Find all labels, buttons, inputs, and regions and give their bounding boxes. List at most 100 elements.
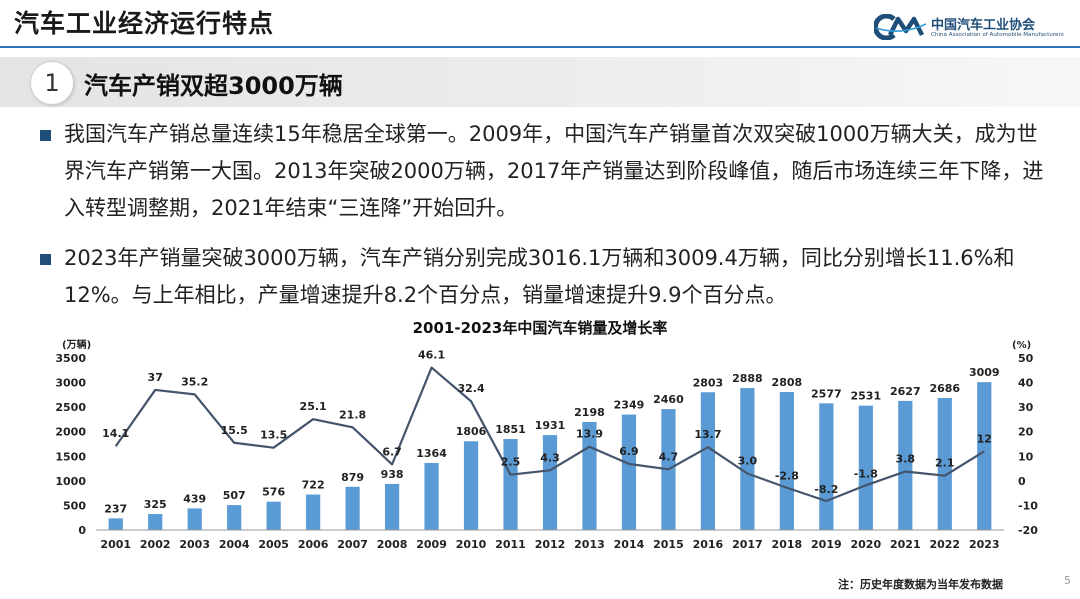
- section-number-badge: 1: [30, 61, 74, 105]
- bar-value-label: 1364: [416, 447, 447, 460]
- growth-value-label: 21.8: [339, 408, 366, 421]
- left-axis-tick-label: 500: [63, 499, 86, 512]
- left-axis-tick-label: 2500: [55, 401, 86, 414]
- left-axis-tick-label: 2000: [55, 426, 86, 439]
- growth-value-label: 15.5: [221, 424, 248, 437]
- x-axis-tick-label: 2011: [495, 538, 526, 551]
- sales-growth-chart: 237 325 439 507 576 722 879 938 1364 1806 1851 1931…: [55, 338, 1038, 551]
- bar-value-label: 2888: [732, 372, 763, 385]
- x-axis-tick-label: 2008: [377, 538, 408, 551]
- growth-value-label: -8.2: [814, 483, 838, 496]
- sales-bar: [542, 435, 558, 530]
- right-axis-tick-label: 10: [1018, 450, 1034, 463]
- cam-logo-icon: [874, 14, 927, 40]
- bar-value-label: 2198: [574, 406, 605, 419]
- sales-bar: [779, 392, 794, 530]
- sales-bar: [148, 514, 163, 530]
- bar-value-label: 2460: [653, 393, 684, 406]
- bar-value-label: 507: [223, 489, 246, 502]
- growth-value-label: 4.3: [540, 451, 560, 464]
- left-axis-tick-label: 0: [78, 524, 86, 537]
- sales-bar: [503, 439, 518, 530]
- x-axis-tick-label: 2021: [890, 538, 921, 551]
- association-logo: 中国汽车工业协会 China Association of Automobile…: [874, 10, 1064, 44]
- bar-value-label: 2686: [929, 382, 960, 395]
- x-axis-tick-label: 2012: [535, 538, 566, 551]
- sales-bar: [819, 403, 834, 530]
- x-axis-tick-label: 2007: [337, 538, 368, 551]
- sales-bar: [858, 405, 873, 530]
- growth-value-label: 46.1: [418, 349, 445, 362]
- sales-bar: [108, 518, 123, 530]
- sales-bar: [384, 483, 400, 530]
- x-axis-tick-label: 2002: [140, 538, 171, 551]
- growth-value-label: 6.7: [382, 445, 402, 458]
- x-axis-tick-label: 2023: [969, 538, 1000, 551]
- x-axis-tick-label: 2006: [298, 538, 329, 551]
- growth-value-label: -2.8: [775, 470, 799, 483]
- right-axis-tick-label: 30: [1018, 401, 1034, 414]
- growth-rate-line: [114, 366, 985, 503]
- page-number: 5: [1064, 574, 1071, 587]
- growth-line-series: [114, 366, 985, 503]
- x-axis-tick-label: 2019: [811, 538, 842, 551]
- bar-value-label: 2577: [811, 387, 842, 400]
- x-axis-tick-label: 2018: [772, 538, 803, 551]
- bar-value-labels: 237 325 439 507 576 722 879 938 1364 1806 1851 1931…: [104, 366, 999, 515]
- bar-value-label: 576: [262, 486, 285, 499]
- left-axis-unit: (万辆): [62, 338, 91, 351]
- bar-series: [108, 382, 992, 530]
- growth-value-label: 13.9: [576, 428, 603, 441]
- logo-english-name: China Association of Automobile Manufact…: [931, 32, 1064, 38]
- logo-chinese-name: 中国汽车工业协会: [931, 18, 1036, 33]
- bar-value-label: 1851: [495, 423, 526, 436]
- sales-bar: [424, 462, 439, 530]
- bar-value-label: 1931: [535, 419, 566, 432]
- bullet-item: 2023年产销量突破3000万辆，汽车产销分别完成3016.1万辆和3009.4…: [40, 240, 1054, 314]
- bullet-text: 我国汽车产销总量连续15年稳居全球第一。2009年，中国汽车产销量首次双突破10…: [64, 122, 1044, 220]
- growth-value-label: 4.7: [659, 450, 679, 463]
- sales-bar: [700, 392, 716, 530]
- x-axis-tick-label: 2020: [851, 538, 882, 551]
- bar-value-label: 2808: [772, 376, 803, 389]
- growth-value-label: 14.1: [102, 427, 129, 440]
- bar-value-label: 325: [144, 498, 167, 511]
- bar-value-label: 237: [104, 502, 127, 515]
- bar-value-label: 722: [302, 479, 325, 492]
- sales-bar: [898, 400, 913, 530]
- title-divider: [0, 46, 1080, 48]
- sales-bar: [227, 505, 242, 530]
- sales-bar: [937, 398, 952, 530]
- x-axis-tick-label: 2009: [416, 538, 447, 551]
- x-axis-tick-label: 2005: [258, 538, 289, 551]
- growth-value-label: 13.5: [260, 429, 287, 442]
- right-axis-tick-label: 20: [1018, 426, 1034, 439]
- sales-bar: [345, 486, 360, 530]
- x-axis-tick-label: 2010: [456, 538, 487, 551]
- section-banner: [0, 57, 1080, 107]
- growth-value-label: 12: [977, 432, 992, 445]
- bullet-item: 我国汽车产销总量连续15年稳居全球第一。2009年，中国汽车产销量首次双突破10…: [40, 116, 1054, 227]
- x-axis-tick-label: 2022: [929, 538, 960, 551]
- x-axis-tick-label: 2015: [653, 538, 684, 551]
- left-axis-tick-label: 3000: [55, 377, 86, 390]
- bar-value-label: 2627: [890, 385, 921, 398]
- right-axis-tick-label: 40: [1018, 377, 1034, 390]
- sales-bar: [463, 441, 479, 530]
- left-axis-tick-label: 1500: [55, 450, 86, 463]
- right-axis-tick-label: 50: [1018, 352, 1034, 365]
- sales-bar: [306, 494, 321, 530]
- x-axis-tick-label: 2014: [614, 538, 645, 551]
- x-axis-tick-label: 2017: [732, 538, 763, 551]
- bar-value-label: 3009: [969, 366, 1000, 379]
- right-axis-tick-label: -10: [1018, 499, 1038, 512]
- growth-value-label: -1.8: [854, 467, 878, 480]
- sales-bar: [266, 501, 281, 530]
- x-axis-tick-label: 2003: [179, 538, 210, 551]
- growth-value-labels: 14.1 37 35.2 15.5 13.5 25.1 21.8 6.7 46.1 32.4 2.5…: [102, 349, 992, 496]
- growth-value-label: 32.4: [457, 382, 484, 395]
- bullet-square-icon: [40, 130, 51, 141]
- x-axis-tick-label: 2001: [100, 538, 131, 551]
- growth-value-label: 2.1: [935, 457, 955, 470]
- footnote: 注：历史年度数据为当年发布数据: [838, 578, 1003, 591]
